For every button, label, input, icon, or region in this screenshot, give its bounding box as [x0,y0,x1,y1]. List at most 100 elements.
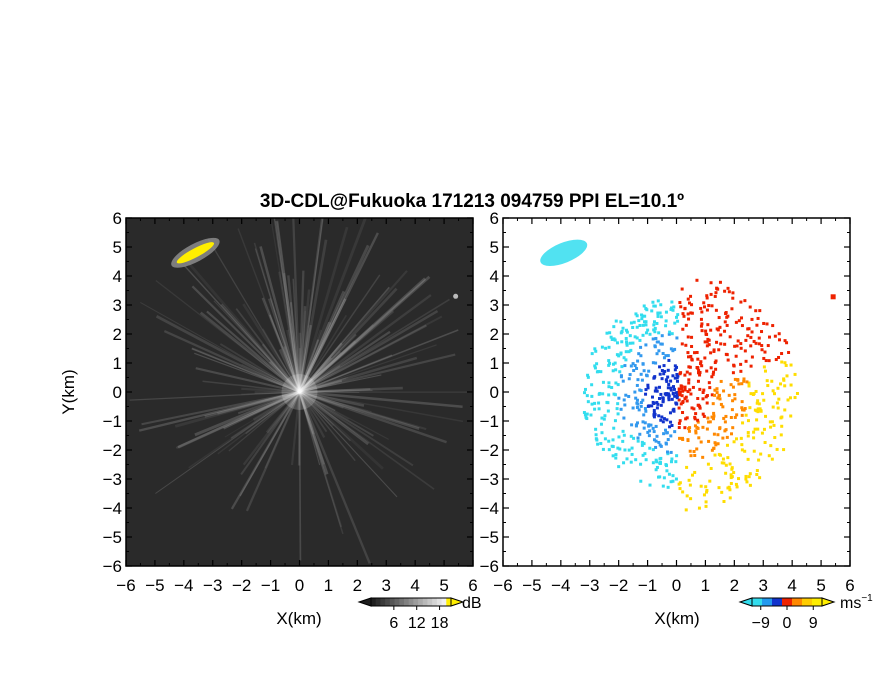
velocity-pixel [636,384,639,387]
velocity-pixel [748,475,751,478]
velocity-pixel [657,476,660,479]
velocity-pixel [706,340,709,343]
colorbar-tick-label: 0 [783,615,792,632]
y-tick-label: −4 [480,499,499,518]
velocity-pixel [614,453,617,456]
velocity-pixel [654,337,657,340]
velocity-pixel [685,508,688,511]
velocity-pixel [680,387,683,390]
velocity-pixel [682,312,685,315]
velocity-pixel [629,334,632,337]
velocity-pixel [614,368,617,371]
velocity-pixel [654,327,657,330]
velocity-pixel [656,406,659,409]
x-tick-label: 6 [845,576,854,595]
velocity-pixel [724,320,727,323]
reflectivity-ray [300,392,301,561]
velocity-pixel [623,434,626,437]
velocity-pixel [687,298,690,301]
velocity-pixel [735,355,738,358]
velocity-pixel [761,432,764,435]
velocity-pixel [768,454,771,457]
velocity-pixel [659,303,662,306]
velocity-pixel [674,364,677,367]
velocity-pixel [634,335,637,338]
velocity-pixel [685,396,688,399]
velocity-pixel [682,315,685,318]
velocity-pixel [658,386,661,389]
velocity-pixel [712,373,715,376]
velocity-pixel [750,365,753,368]
velocity-pixel [651,301,654,304]
velocity-pixel [709,329,712,332]
velocity-pixel [625,350,628,353]
velocity-pixel [684,388,687,391]
velocity-pixel [645,458,648,461]
velocity-pixel [627,395,630,398]
velocity-pixel [723,290,726,293]
colorbar-segment [399,598,404,606]
velocity-pixel [705,500,708,503]
velocity-pixel [643,427,646,430]
velocity-pixel [667,396,670,399]
velocity-pixel [735,321,738,324]
velocity-pixel [637,440,640,443]
velocity-pixel [731,426,734,429]
velocity-pixel [742,377,745,380]
velocity-pixel [741,324,744,327]
velocity-pixel [612,438,615,441]
velocity-pixel [731,297,734,300]
velocity-pixel [615,320,618,323]
velocity-pixel [717,442,720,445]
velocity-pixel [758,476,761,479]
velocity-pixel [763,365,766,368]
velocity-pixel [719,333,722,336]
colorbar-segment [427,598,432,606]
velocity-pixel [764,441,767,444]
x-tick-label: −3 [203,576,222,595]
y-tick-label: 3 [113,296,122,315]
velocity-pixel [754,309,757,312]
velocity-pixel [674,377,677,380]
velocity-pixel [777,398,780,401]
velocity-pixel [706,417,709,420]
velocity-pixel [674,460,677,463]
velocity-pixel [661,343,664,346]
velocity-pixel [597,402,600,405]
velocity-pixel [664,463,667,466]
velocity-pixel [622,380,625,383]
velocity-pixel [706,428,709,431]
velocity-pixel [595,437,598,440]
velocity-pixel [773,436,776,439]
velocity-pixel [737,382,740,385]
velocity-pixel [675,316,678,319]
velocity-pixel [623,398,626,401]
velocity-pixel [618,370,621,373]
velocity-pixel [761,392,764,395]
velocity-pixel [605,332,608,335]
velocity-pixel [700,318,703,321]
x-tick-label: 1 [324,576,333,595]
velocity-pixel [583,411,586,414]
velocity-colorbar-unit-base: ms [840,595,861,612]
velocity-pixel [601,392,604,395]
velocity-pixel [631,447,634,450]
colorbar-high-arrow [822,598,834,606]
velocity-pixel [744,407,747,410]
velocity-pixel [711,304,714,307]
velocity-pixel [789,414,792,417]
y-tick-label: −2 [480,441,499,460]
y-tick-label: 5 [113,238,122,257]
velocity-pixel [607,364,610,367]
velocity-pixel [675,478,678,481]
velocity-pixel [735,483,738,486]
velocity-pixel [659,393,662,396]
velocity-pixel [776,401,779,404]
velocity-pixel [681,411,684,414]
velocity-pixel [724,312,727,315]
y-tick-label: 0 [490,383,499,402]
velocity-pixel [649,424,652,427]
velocity-pixel [732,371,735,374]
velocity-pixel [667,359,670,362]
velocity-pixel [639,346,642,349]
